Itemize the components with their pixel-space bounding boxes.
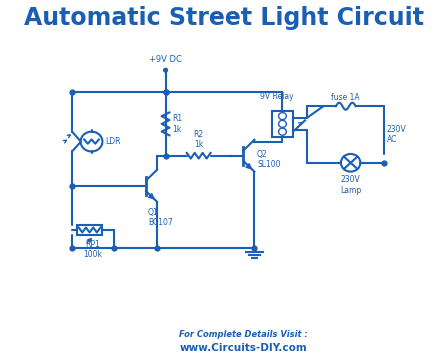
Text: 9V Relay: 9V Relay: [260, 91, 293, 100]
Text: +9V DC: +9V DC: [149, 55, 182, 64]
Text: Q2
SL100: Q2 SL100: [257, 149, 280, 169]
Text: LDR: LDR: [106, 137, 121, 146]
Text: R2
1k: R2 1k: [194, 130, 204, 149]
Text: 230V
AC: 230V AC: [387, 125, 407, 144]
Text: Q1
BC107: Q1 BC107: [148, 208, 173, 227]
Text: R1
1k: R1 1k: [172, 114, 183, 134]
Text: www.Circuits-DIY.com: www.Circuits-DIY.com: [180, 343, 307, 354]
Text: fuse 1A: fuse 1A: [332, 93, 360, 102]
Text: For Complete Details Visit :: For Complete Details Visit :: [179, 330, 308, 339]
Text: Automatic Street Light Circuit: Automatic Street Light Circuit: [24, 6, 424, 30]
Bar: [272, 111, 293, 136]
Text: RP1
100k: RP1 100k: [83, 240, 102, 259]
Bar: [77, 225, 102, 235]
Text: 230V
Lamp: 230V Lamp: [340, 175, 361, 194]
